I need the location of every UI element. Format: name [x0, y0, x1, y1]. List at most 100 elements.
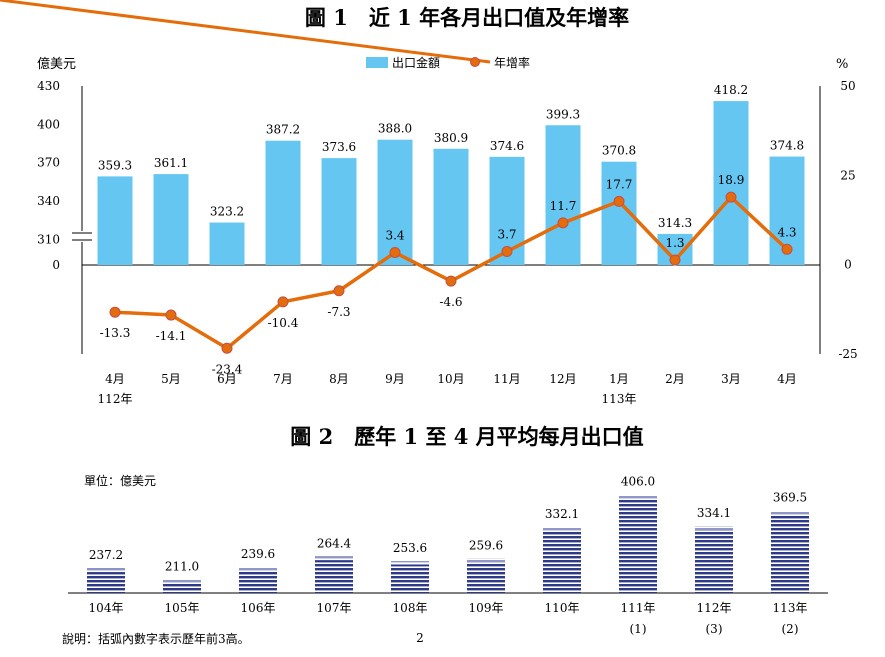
growth-rate-label: 11.7	[550, 199, 577, 213]
growth-rate-label: -4.6	[439, 295, 462, 309]
avg-export-bar-cap	[467, 558, 505, 563]
export-value-label: 323.2	[210, 205, 244, 219]
chart1-left-axis-label: 億美元	[37, 56, 76, 72]
avg-export-bar-cap	[771, 510, 809, 515]
growth-rate-label: 1.3	[665, 236, 684, 250]
growth-rate-point	[109, 306, 121, 318]
avg-export-bar-cap	[315, 556, 353, 561]
chart1-legend: 出口金額 年增率	[0, 0, 530, 70]
left-tick-label: 310	[37, 232, 60, 246]
chart2-title: 圖 2 歷年 1 至 4 月平均每月出口值	[290, 424, 643, 449]
export-value-bar	[97, 176, 133, 265]
month-label: 6月	[217, 372, 237, 386]
export-value-label: 359.3	[98, 158, 132, 172]
growth-rate-label: 17.7	[606, 177, 633, 191]
chart1-right-axis-label: %	[836, 57, 848, 72]
avg-export-label: 264.4	[317, 536, 352, 550]
growth-rate-label: 4.3	[777, 225, 796, 239]
avg-export-bar	[87, 568, 125, 593]
avg-export-bar-cap	[543, 526, 581, 531]
growth-rate-label: 3.7	[497, 227, 516, 241]
export-value-bar	[545, 125, 581, 266]
right-tick-label: 25	[840, 168, 855, 182]
export-value-label: 387.2	[266, 123, 300, 137]
growth-rate-point	[221, 342, 233, 354]
legend-bar-label: 出口金額	[392, 55, 440, 70]
left-tick-label: 400	[37, 117, 60, 131]
month-label: 9月	[385, 372, 405, 386]
year-category-label: 105年	[165, 601, 200, 615]
growth-rate-label: 3.4	[385, 229, 404, 243]
month-label: 2月	[665, 372, 685, 386]
growth-rate-point	[613, 195, 625, 207]
year-category-label: 106年	[241, 601, 276, 615]
export-value-label: 380.9	[434, 131, 468, 145]
year-label: 112年	[98, 392, 133, 406]
avg-export-label: 239.6	[241, 547, 275, 561]
growth-rate-label: -7.3	[327, 305, 350, 319]
avg-export-label: 211.0	[165, 560, 199, 574]
export-value-bar	[377, 139, 413, 265]
legend-line-label: 年增率	[494, 55, 530, 70]
avg-export-bar-cap	[87, 568, 125, 573]
avg-export-label: 237.2	[89, 548, 123, 562]
avg-export-bar	[391, 561, 429, 593]
avg-export-label: 334.1	[697, 506, 731, 520]
page-number: 2	[416, 631, 424, 645]
avg-export-label: 332.1	[545, 507, 579, 521]
growth-rate-point	[389, 247, 401, 259]
growth-rate-label: -23.4	[212, 362, 243, 376]
avg-export-label: 406.0	[621, 475, 655, 489]
right-tick-label: 0	[844, 258, 852, 272]
footnote: 說明：括弧內數字表示歷年前3高。	[62, 631, 250, 646]
avg-export-bar-cap	[391, 561, 429, 565]
avg-export-bar	[695, 526, 733, 593]
chart2-unit-label: 單位：億美元	[84, 473, 156, 488]
avg-export-bar	[467, 558, 505, 593]
growth-rate-point	[277, 296, 289, 308]
month-label: 10月	[437, 372, 464, 386]
avg-export-bar	[771, 510, 809, 593]
avg-export-label: 369.5	[773, 491, 807, 505]
year-label: 113年	[602, 392, 637, 406]
rank-label: (3)	[706, 622, 723, 636]
avg-export-bar-cap	[239, 567, 277, 572]
chart1-axis-break	[72, 231, 92, 242]
legend-bar-swatch	[366, 57, 388, 68]
avg-export-bar-cap	[163, 579, 201, 584]
legend-line-swatch	[0, 0, 491, 64]
export-value-label: 418.2	[714, 83, 748, 97]
growth-rate-point	[445, 275, 457, 287]
growth-rate-point	[165, 309, 177, 321]
export-value-bar	[209, 222, 245, 265]
avg-export-bar	[619, 494, 657, 593]
month-label: 1月	[609, 372, 629, 386]
avg-export-bar	[239, 567, 277, 593]
year-category-label: 112年	[697, 601, 732, 615]
export-value-label: 374.8	[770, 139, 804, 153]
export-value-bar	[153, 174, 189, 265]
rank-label: (1)	[630, 622, 647, 636]
export-value-label: 373.6	[322, 140, 356, 154]
month-label: 8月	[329, 372, 349, 386]
export-value-bar	[321, 158, 357, 265]
legend-line-marker	[470, 57, 480, 67]
growth-rate-point	[501, 245, 513, 257]
growth-rate-label: -13.3	[100, 326, 131, 340]
export-value-bar	[713, 101, 749, 265]
export-value-label: 374.6	[490, 139, 524, 153]
month-label: 7月	[273, 372, 293, 386]
rank-label: (2)	[782, 622, 799, 636]
chart1-title: 圖 1 近 1 年各月出口值及年增率	[305, 5, 629, 30]
left-tick-label: 430	[37, 79, 60, 93]
export-value-label: 370.8	[602, 144, 636, 158]
export-value-bar	[433, 148, 469, 265]
year-category-label: 113年	[773, 601, 808, 615]
month-label: 12月	[549, 372, 576, 386]
month-label: 11月	[493, 372, 520, 386]
month-label: 4月	[777, 372, 797, 386]
avg-export-bar-cap	[695, 526, 733, 530]
month-label: 3月	[721, 372, 741, 386]
year-category-label: 104年	[89, 601, 124, 615]
